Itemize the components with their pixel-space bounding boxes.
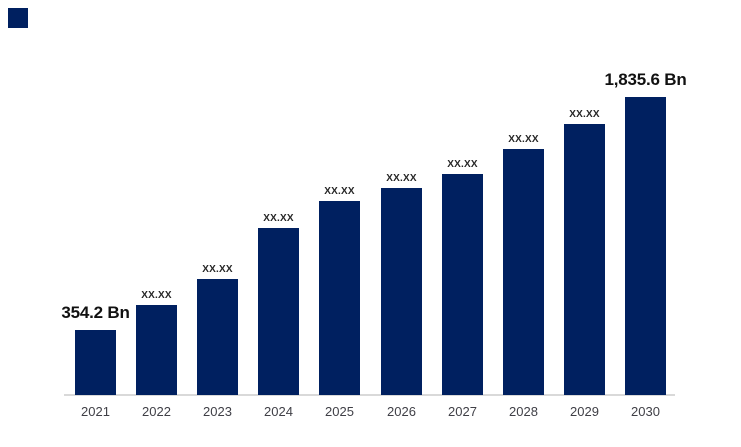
x-axis-tick-label: 2030 (631, 404, 660, 419)
bar (258, 228, 299, 395)
bar-value-label: XX.XX (141, 290, 172, 301)
bar-value-label: XX.XX (508, 134, 539, 145)
x-axis-tick-label: 2028 (509, 404, 538, 419)
bar (75, 330, 116, 395)
bar-value-label: 354.2 Bn (61, 303, 130, 322)
bar-group-2022: XX.XX (136, 290, 177, 395)
bar-group-2027: XX.XX (442, 159, 483, 395)
bar (503, 149, 544, 395)
bar-group-2028: XX.XX (503, 134, 544, 395)
x-axis-tick-label: 2029 (570, 404, 599, 419)
x-axis-tick-label: 2025 (325, 404, 354, 419)
x-axis-tick-label: 2022 (142, 404, 171, 419)
bar-value-label: XX.XX (386, 173, 417, 184)
bar-group-2024: XX.XX (258, 213, 299, 395)
bar-group-2026: XX.XX (381, 173, 422, 395)
bar-group-2030: 1,835.6 Bn (604, 70, 687, 395)
x-axis-tick-label: 2021 (81, 404, 110, 419)
bar (442, 174, 483, 395)
x-axis-tick-label: 2026 (387, 404, 416, 419)
x-axis-tick-label: 2023 (203, 404, 232, 419)
bar-value-label: 1,835.6 Bn (604, 70, 687, 89)
bar (319, 201, 360, 395)
bar-value-label: XX.XX (263, 213, 294, 224)
bar-value-label: XX.XX (569, 109, 600, 120)
bar (564, 124, 605, 395)
bar-group-2021: 354.2 Bn (61, 303, 130, 395)
bar (625, 97, 666, 395)
x-axis-tick-label: 2027 (448, 404, 477, 419)
bar (136, 305, 177, 395)
legend-marker-square (8, 8, 28, 28)
bar-value-label: XX.XX (202, 264, 233, 275)
bar-value-label: XX.XX (324, 186, 355, 197)
bar-group-2029: XX.XX (564, 109, 605, 395)
bar (197, 279, 238, 395)
bar-group-2025: XX.XX (319, 186, 360, 395)
x-axis-baseline (64, 394, 675, 396)
x-axis-tick-label: 2024 (264, 404, 293, 419)
bar-group-2023: XX.XX (197, 264, 238, 395)
bar (381, 188, 422, 395)
bar-value-label: XX.XX (447, 159, 478, 170)
